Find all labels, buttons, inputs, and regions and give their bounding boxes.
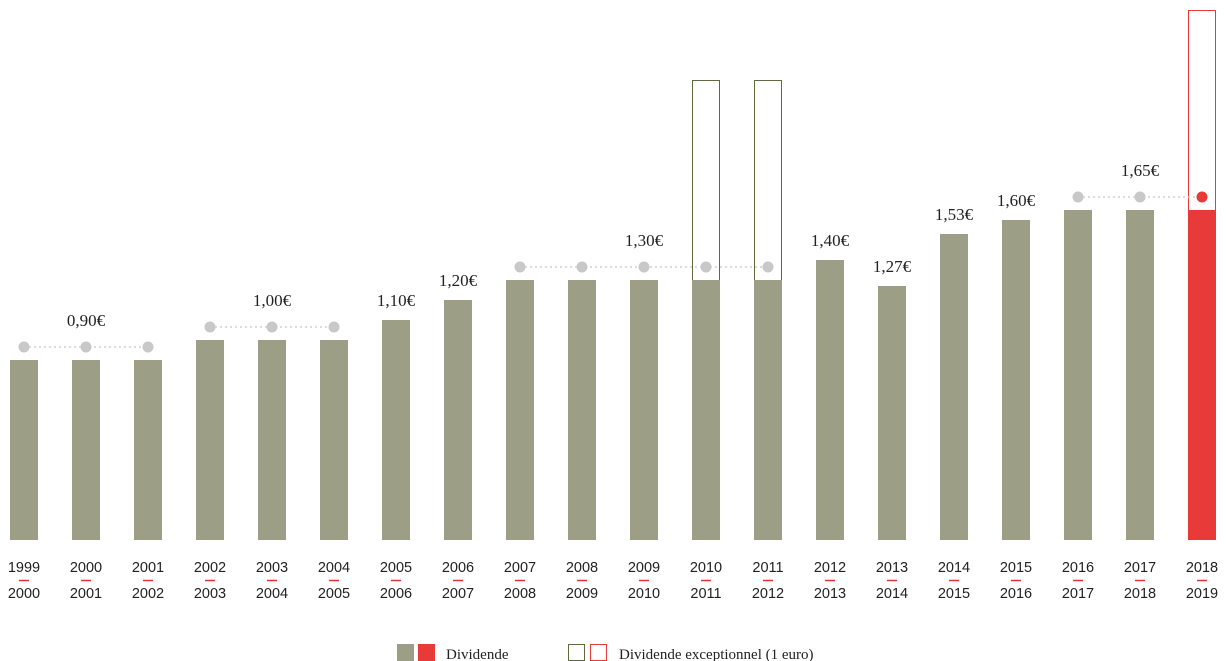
tick-label-top-2017: 2017 [1124,560,1156,576]
tick-label-top-2001: 2001 [132,560,164,576]
plateau-markers [18,191,1208,353]
plateau-dot-2010 [700,261,712,273]
tick-label-top-2000: 2000 [70,560,102,576]
tick-label-top-2003: 2003 [256,560,288,576]
tick-label-top-2008: 2008 [566,560,598,576]
tick-label-bottom-2006: 2006 [380,586,412,602]
plateau-dot-2009 [638,261,650,273]
bar-dividende-2001 [134,360,162,540]
tick-label-bottom-2017: 2017 [1062,586,1094,602]
plateau-dot-2007 [514,261,526,273]
bar-dividende-2012 [816,260,844,540]
bar-dividende-2014 [940,234,968,540]
value-label-2015: 1,60€ [997,191,1036,210]
tick-label-bottom-2015: 2015 [938,586,970,602]
bar-dividende-2002 [196,340,224,540]
bar-dividende-2017 [1126,210,1154,540]
tick-label-bottom-2019: 2019 [1186,586,1218,602]
tick-label-top-1999: 1999 [8,560,40,576]
tick-label-bottom-2018: 2018 [1124,586,1156,602]
bar-dividende-2018 [1188,210,1216,540]
tick-label-bottom-2011: 2011 [690,586,721,602]
tick-label-top-2007: 2007 [504,560,536,576]
bar-dividende-2010 [692,280,720,540]
value-label-2003: 1,00€ [253,291,292,310]
plateau-dot-2003 [266,321,278,333]
bar-exceptionnel-2011 [754,80,782,281]
value-label-2006: 1,20€ [439,271,478,290]
plateau-dot-2008 [576,261,588,273]
bar-dividende-1999 [10,360,38,540]
bar-dividende-2004 [320,340,348,540]
legend: Dividende Dividende exceptionnel (1 euro… [397,644,814,661]
value-label-2009: 1,30€ [625,231,664,250]
tick-label-bottom-2016: 2016 [1000,586,1032,602]
plateau-dot-2002 [204,321,216,333]
tick-label-bottom-2001: 2001 [70,586,102,602]
bar-dividende-2007 [506,280,534,540]
tick-label-top-2018: 2018 [1186,560,1218,576]
value-labels: 0,90€ 1,00€ 1,10€ 1,20€ 1,30€ 1,40€ 1,27€ 1,53€… [67,161,1160,330]
legend-label-exceptionnel: Dividende exceptionnel (1 euro) [619,647,814,661]
tick-label-bottom-2004: 2004 [256,586,288,602]
plateau-dot-2000 [80,341,92,353]
tick-label-bottom-2010: 2010 [628,586,660,602]
bar-dividende-2015 [1002,220,1030,540]
plateau-dot-2016 [1072,191,1084,203]
dividend-bars [10,210,1216,540]
plateau-dot-2011 [762,261,774,273]
bar-dividende-2013 [878,286,906,540]
tick-label-top-2010: 2010 [690,560,722,576]
value-label-2000: 0,90€ [67,311,106,330]
tick-label-bottom-2014: 2014 [876,586,908,602]
legend-swatch-dividende-highlight [418,644,435,661]
tick-label-bottom-2002: 2002 [132,586,164,602]
tick-label-bottom-2003: 2003 [194,586,226,602]
plateau-dot-2001 [142,341,154,353]
legend-label-dividende: Dividende [446,647,509,661]
bar-dividende-2008 [568,280,596,540]
legend-swatch-dividende [397,644,414,661]
tick-label-bottom-2012: 2012 [752,586,784,602]
bar-dividende-2006 [444,300,472,540]
value-label-2014: 1,53€ [935,205,974,224]
tick-label-top-2009: 2009 [628,560,660,576]
value-label-2013: 1,27€ [873,257,912,276]
bar-dividende-2000 [72,360,100,540]
tick-label-bottom-2000: 2000 [8,586,40,602]
bar-exceptionnel-2010 [692,80,720,281]
value-label-2012: 1,40€ [811,231,850,250]
tick-label-top-2011: 2011 [752,560,783,576]
x-axis-ticks: 1999 2000 2000 2001 2001 2002 2002 2003 2003 2004… [8,560,1218,602]
tick-label-top-2004: 2004 [318,560,350,576]
tick-label-top-2016: 2016 [1062,560,1094,576]
tick-label-top-2005: 2005 [380,560,412,576]
tick-label-top-2015: 2015 [1000,560,1032,576]
tick-label-top-2006: 2006 [442,560,474,576]
bar-dividende-2016 [1064,210,1092,540]
tick-label-top-2013: 2013 [876,560,908,576]
plateau-dot-1999 [18,341,30,353]
plateau-dot-2004 [328,321,340,333]
tick-label-bottom-2008: 2008 [504,586,536,602]
bar-dividende-2011 [754,280,782,540]
tick-label-bottom-2007: 2007 [442,586,474,602]
bar-dividende-2009 [630,280,658,540]
bar-dividende-2003 [258,340,286,540]
plateau-dot-2018 [1196,191,1208,203]
plateau-dot-2017 [1134,191,1146,203]
tick-label-top-2002: 2002 [194,560,226,576]
tick-label-top-2012: 2012 [814,560,846,576]
tick-label-top-2014: 2014 [938,560,970,576]
bar-exceptionnel-2018 [1188,10,1216,211]
value-label-2017: 1,65€ [1121,161,1160,180]
tick-label-bottom-2005: 2005 [318,586,350,602]
value-label-2005: 1,10€ [377,291,416,310]
legend-swatch-exceptionnel-highlight [590,644,607,661]
tick-label-bottom-2009: 2009 [566,586,598,602]
legend-swatch-exceptionnel [568,644,585,661]
tick-label-bottom-2013: 2013 [814,586,846,602]
bar-dividende-2005 [382,320,410,540]
